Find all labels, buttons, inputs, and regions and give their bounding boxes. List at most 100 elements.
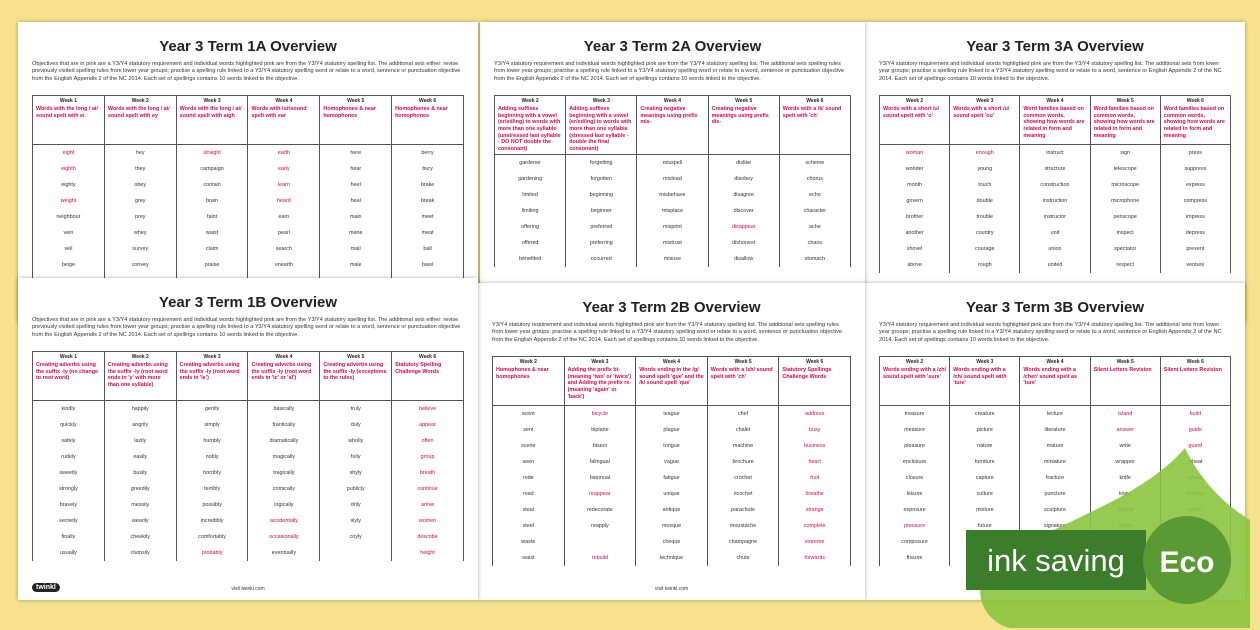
week-label: Week 2 bbox=[519, 359, 537, 366]
word-row: gardener forgetting misspell dislike scheme bbox=[493, 154, 852, 172]
week-header: Week 6 Statutory Spellings Challenge Word… bbox=[778, 356, 851, 407]
week-label: Week 4 bbox=[662, 359, 681, 366]
word-row: shovel courage union spectator prevent bbox=[878, 241, 1232, 258]
week-header: Week 3 Creating adverbs using the suffix … bbox=[175, 351, 249, 402]
intro: Objectives that are in pink are a Y3/Y4 … bbox=[32, 317, 461, 338]
week-header: Week 4 Creating adverbs using the suffix … bbox=[247, 351, 321, 402]
word-row: strongly greedily terribly comically publicl… bbox=[32, 481, 464, 498]
week-objective: Silent Letters Revision bbox=[1093, 367, 1152, 374]
week-label: Week 5 bbox=[734, 359, 752, 366]
week-header: Week 2 Words with the long / ai/ sound sp… bbox=[103, 95, 177, 146]
word-row: road reappear unique ricochet breathe bbox=[492, 486, 851, 503]
word: bawl bbox=[391, 257, 464, 274]
word-row: benefited occurred misuse disallow stomach bbox=[493, 251, 852, 268]
word-row: rudely easily nobly magically fully group bbox=[32, 449, 464, 466]
week-header: Week 6 Statutory Spelling Challenge Words bbox=[391, 351, 464, 402]
word-row: quickly angrily simply frantically duly appea… bbox=[32, 417, 464, 434]
week-objective: Adding suffixes beginning with a vowel (… bbox=[569, 106, 632, 152]
week-label: Week 5 bbox=[735, 98, 753, 105]
word: breathe bbox=[778, 486, 851, 503]
word-row: offered preferring mistrust dishonest chaos bbox=[493, 235, 852, 252]
word-row: scene bisect tongue machine business bbox=[492, 438, 851, 455]
word: complete bbox=[778, 518, 851, 535]
week-objective: Adding suffixes beginning with a vowel (… bbox=[498, 106, 561, 152]
word-row: wonder young structure telescope suppress bbox=[878, 161, 1232, 178]
week-objective: Words with the long / ai/ sound spelt wi… bbox=[36, 106, 98, 119]
word-row: woman enough instruct sign press bbox=[878, 144, 1232, 162]
week-objective: Word families based on common words, sho… bbox=[1093, 106, 1155, 139]
week-label: Week 3 bbox=[976, 98, 994, 105]
week-objective: Statutory Spelling Challenge Words bbox=[395, 362, 442, 375]
week-header: Week 3 Words ending with a /ch/ sound spe… bbox=[949, 356, 1021, 407]
week-label: Week 6 bbox=[418, 354, 437, 361]
week-objective: Creating negative meanings using prefix … bbox=[711, 106, 769, 126]
overview-table: Week 2 Homophones & near homophones Week 3… bbox=[492, 356, 851, 567]
footer: visit twinkl.com bbox=[231, 586, 265, 592]
word: appear bbox=[391, 417, 464, 434]
week-objective: Creating adverbs using the suffix -ly (n… bbox=[36, 362, 98, 382]
word-row: kindly happily gently basically truly believe bbox=[32, 400, 464, 418]
word-row: above rough united respect venture bbox=[878, 257, 1232, 274]
week-objective: Adding the prefix bi- (meaning 'two' or … bbox=[567, 367, 632, 400]
week-header: Week 3 Adding the prefix bi- (meaning 'tw… bbox=[563, 356, 637, 407]
week-objective: Statutory Spellings Challenge Words bbox=[782, 367, 832, 380]
week-label: Week 6 bbox=[1186, 98, 1204, 105]
word-row: offering preferred misprint disappear ache bbox=[493, 219, 852, 236]
document-page: Year 3 Term 3A Overview Y3/Y4 statutory r… bbox=[865, 22, 1245, 322]
week-objective: Homophones & near homophones bbox=[395, 106, 448, 119]
intro: Y3/Y4 statutory requirement and individu… bbox=[494, 61, 845, 82]
week-header: Week 5 Silent Letters Revision bbox=[1089, 356, 1161, 407]
word: character bbox=[778, 203, 852, 220]
word-row: steal redecorate antique parachute strange bbox=[492, 502, 851, 519]
week-objective: Words ending with a /cher/ sound spelt a… bbox=[1023, 367, 1077, 387]
page-title: Year 3 Term 3A Overview bbox=[966, 38, 1144, 55]
word-row: usually clumsily probably eventually height bbox=[32, 545, 464, 562]
week-header: Week 2 Adding suffixes beginning with a v… bbox=[493, 95, 567, 156]
week-objective: Creating adverbs using the suffix -ly (r… bbox=[179, 362, 240, 382]
intro: Objectives that are in pink are a Y3/Y4 … bbox=[32, 61, 461, 82]
week-objective: Words ending in the /g/ sound spelt 'gue… bbox=[639, 367, 704, 387]
week-label: Week 2 bbox=[906, 98, 924, 105]
word: strange bbox=[778, 502, 851, 519]
page-title: Year 3 Term 1A Overview bbox=[159, 38, 337, 55]
word-row: govern double instruction microphone compres… bbox=[878, 193, 1232, 210]
word: describe bbox=[391, 529, 464, 546]
word-row: safely lazily humbly dramatically wholly ofte… bbox=[32, 433, 464, 450]
word-row: limited beginning misbehave disagree echo bbox=[493, 187, 852, 204]
word-row: eight hey straight earth here berry bbox=[32, 144, 464, 162]
word: meat bbox=[391, 225, 464, 242]
footer: visit twinkl.com bbox=[654, 586, 689, 592]
word-row: eighth they campaign early hear bury bbox=[32, 161, 464, 178]
word-row: brother trouble instructor periscope impress bbox=[878, 209, 1232, 226]
week-header: Week 1 Creating adverbs using the suffix … bbox=[32, 351, 105, 402]
week-objective: Homophones & near homophones bbox=[496, 367, 549, 380]
week-objective: Word families based on common words, sho… bbox=[1163, 106, 1225, 139]
word-row: weight grey brain heard heal break bbox=[32, 193, 464, 210]
word: guide bbox=[1159, 422, 1232, 439]
week-header: Week 4 Words ending with a /cher/ sound s… bbox=[1019, 356, 1091, 407]
intro: Y3/Y4 statutory requirement and individu… bbox=[879, 61, 1222, 82]
word: ache bbox=[778, 219, 852, 236]
week-header: Week 5 Creating adverbs using the suffix … bbox=[319, 351, 393, 402]
word: stomach bbox=[778, 251, 852, 268]
word: ball bbox=[391, 241, 464, 258]
word-row: veil survey claim search mail ball bbox=[32, 241, 464, 258]
page-title: Year 3 Term 3B Overview bbox=[965, 299, 1145, 316]
word: scheme bbox=[778, 154, 852, 172]
week-label: Week 1 bbox=[59, 354, 77, 361]
word: brake bbox=[391, 177, 464, 194]
week-header: Week 6 Word families based on common word… bbox=[1159, 95, 1232, 146]
week-label: Week 5 bbox=[347, 98, 365, 105]
week-label: Week 4 bbox=[275, 98, 293, 105]
word: guard bbox=[1159, 438, 1232, 455]
header-row: Week 2 Words ending with a /zh/ sound spe… bbox=[878, 356, 1232, 407]
week-label: Week 4 bbox=[1046, 98, 1064, 105]
word: echo bbox=[778, 187, 852, 204]
word: breath bbox=[391, 465, 464, 482]
week-label: Week 3 bbox=[203, 98, 221, 105]
word-row: limiting beginner misplace discover characte… bbox=[493, 203, 852, 220]
week-header: Week 2 Creating adverbs using the suffix … bbox=[103, 351, 177, 402]
week-header: Week 5 Word families based on common word… bbox=[1089, 95, 1161, 146]
word: continue bbox=[391, 481, 464, 498]
